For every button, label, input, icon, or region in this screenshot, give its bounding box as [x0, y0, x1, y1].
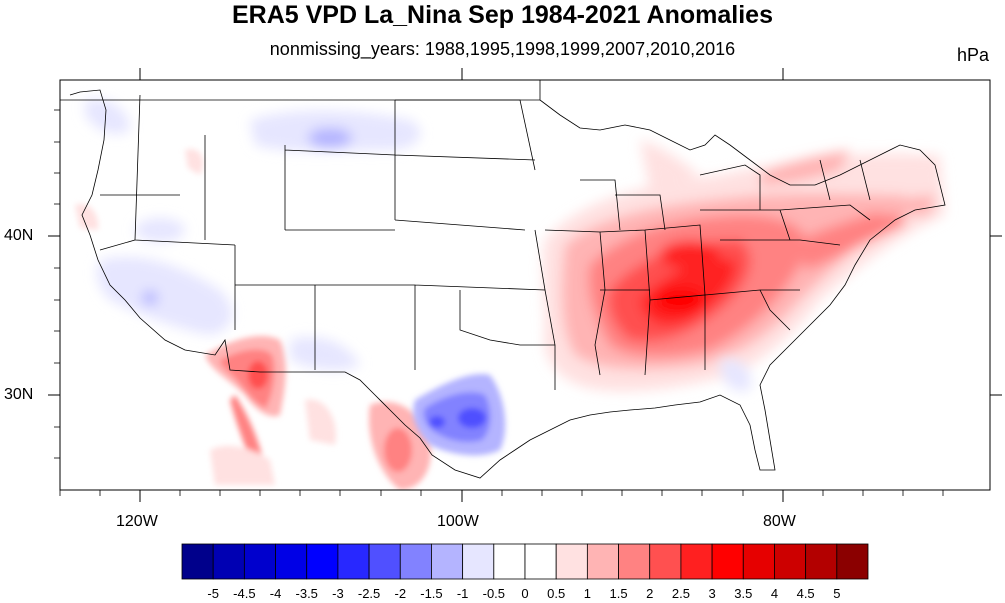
positive-anomaly-southwest: [205, 335, 286, 485]
negative-anomaly-texas: [413, 374, 506, 456]
colorbar-label: -0.5: [482, 586, 506, 601]
colorbar-label: -3.5: [295, 586, 318, 601]
colorbar-label: -1: [456, 586, 469, 601]
colorbar-label: -4.5: [233, 586, 256, 601]
colorbar-box: [212, 543, 245, 580]
lon-label-100w: 100W: [437, 513, 479, 530]
colorbar-label: 5: [833, 586, 841, 601]
negative-anomaly-west: [85, 99, 751, 392]
colorbar-label: 2: [646, 586, 654, 601]
colorbar-box: [680, 543, 713, 580]
colorbar-label: 1.5: [609, 586, 628, 601]
map-frame: [59, 79, 991, 491]
colorbar-box: [618, 543, 651, 580]
colorbar-box: [462, 543, 495, 580]
colorbar-box: [524, 543, 557, 580]
tick-marks: [48, 68, 1002, 502]
positive-anomaly-east: [542, 140, 945, 392]
map-subtitle: nonmissing_years: 1988,1995,1998,1999,20…: [269, 39, 736, 59]
colorbar-box: [337, 543, 370, 580]
lat-label-30n: 30N: [4, 386, 34, 403]
colorbar-box: [431, 543, 464, 580]
colorbar-box: [275, 543, 308, 580]
colorbar-box: [586, 543, 619, 580]
colorbar-box: [493, 543, 526, 580]
colorbar-box: [649, 543, 682, 580]
colorbar-label: -2.5: [357, 586, 381, 601]
colorbar-box: [555, 543, 588, 580]
units-label: hPa: [956, 45, 989, 65]
colorbar-label: -1.5: [420, 586, 443, 601]
colorbar-label: -5: [207, 586, 219, 601]
colorbar-box: [399, 543, 432, 580]
colorbar-label: -3: [332, 586, 344, 601]
colorbar-label: 3.5: [734, 586, 753, 601]
colorbar-boxes: [181, 543, 869, 580]
colorbar-label: 4.5: [796, 586, 815, 601]
lon-label-120w: 120W: [116, 513, 158, 530]
anomaly-field: [75, 99, 945, 490]
colorbar-box: [774, 543, 807, 580]
colorbar-box: [836, 543, 869, 580]
colorbar-box: [243, 543, 276, 580]
lon-label-80w: 80W: [763, 513, 796, 530]
lat-label-40n: 40N: [4, 227, 34, 244]
map-title: ERA5 VPD La_Nina Sep 1984-2021 Anomalies: [232, 1, 773, 29]
colorbar-label: 4: [770, 586, 779, 601]
colorbar-label: 0.5: [547, 586, 566, 601]
colorbar-label: 0: [521, 586, 529, 601]
colorbar-box: [742, 543, 775, 580]
colorbar-label: -4: [269, 586, 282, 601]
colorbar-box: [711, 543, 744, 580]
colorbar-label: 2.5: [671, 586, 690, 601]
colorbar-label: 1: [583, 586, 591, 601]
colorbar-label: -2: [394, 586, 407, 601]
minor-tick-marks: [54, 109, 944, 496]
colorbar-box: [805, 543, 838, 580]
positive-anomaly-mexico: [75, 149, 431, 490]
colorbar-label: 3: [708, 586, 716, 601]
colorbar-box: [368, 543, 401, 580]
colorbar-box: [306, 543, 339, 580]
state-boundaries: [60, 80, 946, 479]
colorbar-box: [181, 543, 214, 580]
